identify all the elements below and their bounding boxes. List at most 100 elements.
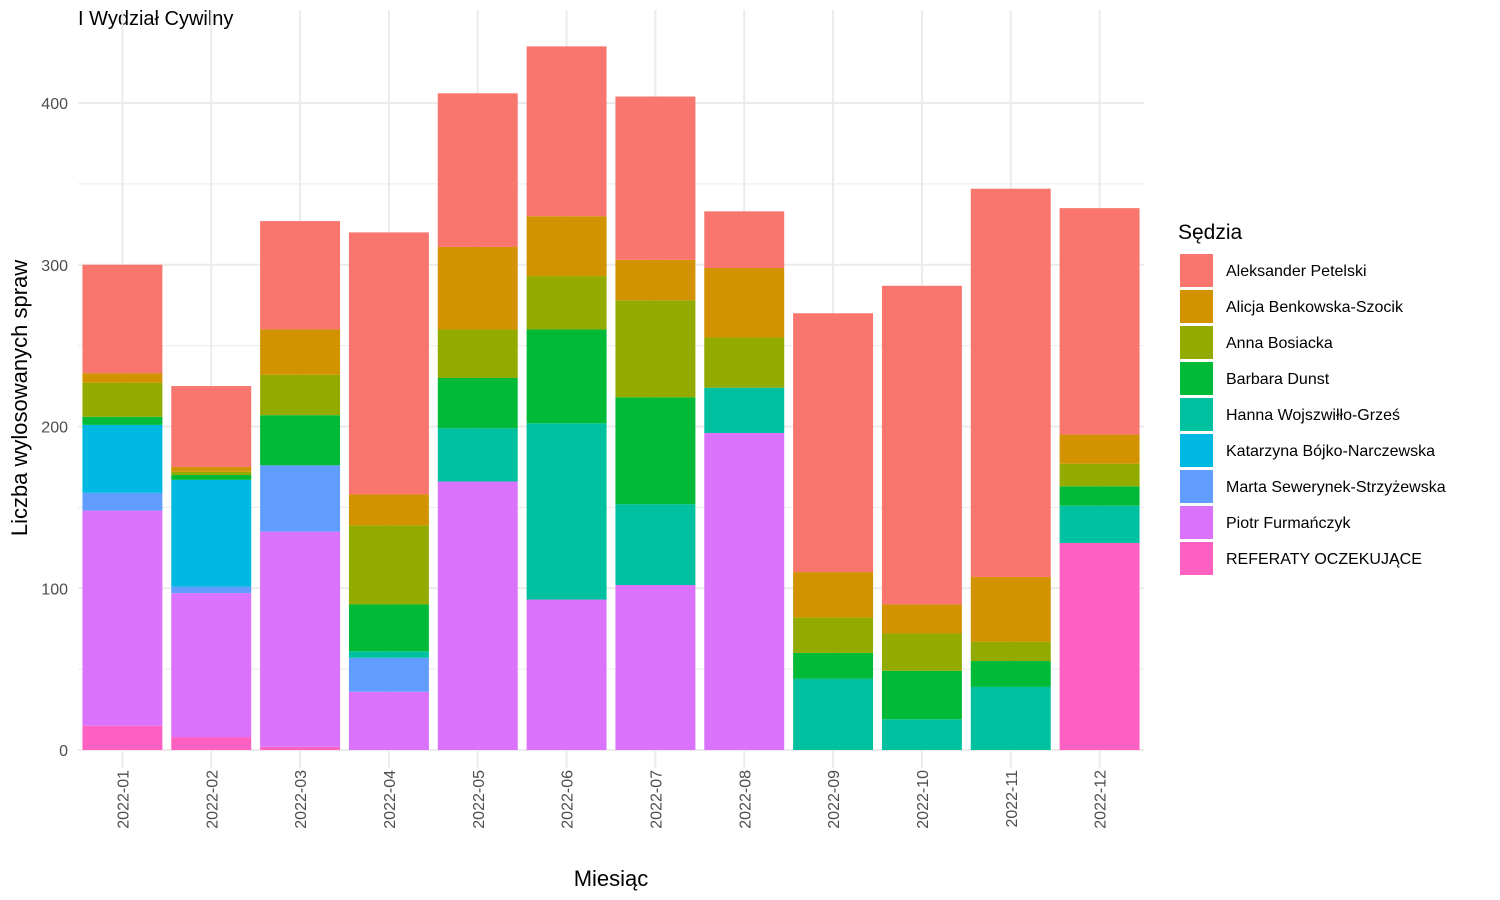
bar-segment <box>615 585 696 750</box>
bar-segment <box>881 719 962 750</box>
bar-segment <box>970 188 1051 577</box>
bar-segment <box>260 465 341 532</box>
x-axis-ticks: 2022-01 2022-02 2022-03 2022-04 2022-05 2022-… <box>115 770 1109 829</box>
legend-key <box>1180 434 1213 467</box>
legend-key <box>1180 506 1213 539</box>
bar-segment <box>970 686 1051 750</box>
bar-segment <box>260 329 341 375</box>
bar-segment <box>82 424 163 493</box>
bar-segment <box>704 432 785 750</box>
bar-segment <box>793 652 874 679</box>
bar-segment <box>171 479 252 587</box>
legend-label: Alicja Benkowska-Szocik <box>1226 299 1404 316</box>
x-tick-label: 2022-09 <box>826 770 843 829</box>
bar-segment <box>1059 463 1140 487</box>
bar-segment <box>526 329 607 424</box>
bar-segment <box>970 661 1051 687</box>
bar-segment <box>615 300 696 398</box>
bar-segment <box>348 525 429 605</box>
bar-segment <box>348 494 429 526</box>
bar-segment <box>260 746 341 750</box>
bar-segment <box>437 428 518 482</box>
bar-segment <box>82 725 163 750</box>
x-tick-label: 2022-06 <box>560 770 577 829</box>
bars <box>82 46 1140 750</box>
bar-segment <box>526 46 607 217</box>
legend-key <box>1180 290 1213 323</box>
legend-label: REFERATY OCZEKUJĄCE <box>1226 551 1422 568</box>
bar-segment <box>615 504 696 586</box>
bar-segment <box>704 387 785 433</box>
y-tick-label: 100 <box>41 581 68 598</box>
bar-segment <box>171 593 252 738</box>
bar-segment <box>437 246 518 330</box>
bar-segment <box>1059 208 1140 435</box>
bar-segment <box>970 576 1051 642</box>
legend-key <box>1180 542 1213 575</box>
x-tick-label: 2022-02 <box>204 770 221 829</box>
bar-segment <box>82 373 163 383</box>
y-tick-label: 400 <box>41 96 68 113</box>
bar-segment <box>793 617 874 653</box>
bar-segment <box>260 374 341 416</box>
bar-segment <box>615 397 696 505</box>
bar-segment <box>82 264 163 374</box>
bar-segment <box>1059 486 1140 506</box>
bar-segment <box>348 657 429 692</box>
bar-segment <box>615 96 696 260</box>
bar-segment <box>704 267 785 338</box>
bar-segment <box>526 276 607 330</box>
bar-segment <box>793 678 874 750</box>
x-tick-label: 2022-11 <box>1004 770 1021 828</box>
x-axis-title: Miesiąc <box>574 866 649 891</box>
bar-segment <box>526 216 607 277</box>
legend-key <box>1180 362 1213 395</box>
bar-segment <box>260 221 341 330</box>
bar-segment <box>171 737 252 750</box>
bar-segment <box>793 313 874 573</box>
bar-segment <box>704 337 785 388</box>
x-tick-label: 2022-04 <box>382 770 399 829</box>
bar-segment <box>437 93 518 247</box>
bar-segment <box>881 604 962 634</box>
bar-segment <box>970 641 1051 662</box>
legend-label: Piotr Furmańczyk <box>1226 515 1351 532</box>
x-tick-label: 2022-01 <box>115 770 132 829</box>
bar-segment <box>82 416 163 425</box>
bar-segment <box>171 475 252 480</box>
legend-title: Sędzia <box>1178 221 1243 244</box>
bar-segment <box>881 285 962 605</box>
legend-label: Anna Bosiacka <box>1226 335 1333 352</box>
bar-segment <box>171 471 252 476</box>
bar-segment <box>437 481 518 750</box>
bar-segment <box>615 259 696 301</box>
x-tick-label: 2022-05 <box>471 770 488 829</box>
legend: Sędzia Aleksander Petelski Alicja Benkows… <box>1178 221 1446 575</box>
bar-segment <box>348 604 429 652</box>
bar-segment <box>437 377 518 429</box>
legend-label: Aleksander Petelski <box>1226 263 1367 280</box>
chart-title: I Wydział Cywilny <box>78 8 234 30</box>
bar-segment <box>704 211 785 268</box>
bar-segment <box>348 232 429 495</box>
legend-label: Katarzyna Bójko-Narczewska <box>1226 443 1435 460</box>
y-tick-label: 0 <box>59 743 68 760</box>
y-tick-label: 200 <box>41 420 68 437</box>
bar-segment <box>1059 505 1140 543</box>
bar-segment <box>82 382 163 417</box>
bar-segment <box>82 510 163 726</box>
bar-segment <box>793 572 874 618</box>
bar-segment <box>1059 542 1140 750</box>
legend-key <box>1180 326 1213 359</box>
legend-key <box>1180 470 1213 503</box>
x-tick-label: 2022-07 <box>648 770 665 829</box>
bar-segment <box>348 691 429 750</box>
x-tick-label: 2022-03 <box>293 770 310 829</box>
y-axis-ticks: 0 100 200 300 400 <box>41 96 68 760</box>
y-axis-title: Liczba wylosowanych spraw <box>7 260 32 536</box>
bar-segment <box>1059 434 1140 464</box>
x-tick-label: 2022-10 <box>915 770 932 829</box>
bar-segment <box>881 633 962 671</box>
bar-segment <box>171 586 252 594</box>
